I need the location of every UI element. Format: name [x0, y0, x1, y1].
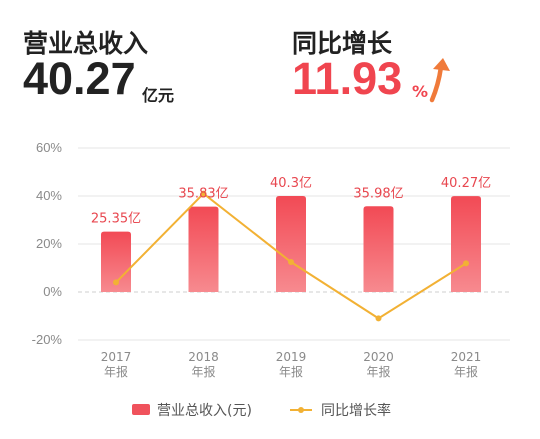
revenue-value: 40.27 — [23, 53, 136, 104]
x-tick-year: 2019 — [276, 350, 307, 364]
legend-line-label: 同比增长率 — [321, 402, 391, 419]
growth-label: 同比增长 — [292, 29, 393, 58]
x-tick-type: 年报 — [454, 364, 478, 379]
x-tick-year: 2018 — [188, 350, 219, 364]
y-tick-label: -20% — [32, 332, 63, 347]
x-tick-year: 2021 — [451, 350, 482, 364]
legend-bar-label: 营业总收入(元) — [157, 403, 252, 419]
revenue-bar — [188, 206, 219, 292]
revenue-label: 营业总收入 — [23, 29, 149, 58]
revenue-bar — [363, 206, 394, 292]
growth-rate-point — [200, 190, 207, 197]
growth-rate-point — [463, 260, 469, 267]
bar-value-label: 35.98亿 — [353, 186, 403, 201]
x-tick-type: 年报 — [279, 364, 303, 379]
revenue-bar — [101, 231, 131, 292]
growth-unit: % — [412, 82, 429, 101]
x-tick-type: 年报 — [104, 364, 128, 379]
x-tick-year: 2020 — [363, 350, 394, 364]
growth-value: 11.93 — [292, 53, 403, 104]
growth-rate-point — [288, 259, 294, 265]
up-arrow-icon — [429, 58, 450, 103]
y-tick-label: 0% — [43, 284, 62, 299]
x-tick-year: 2017 — [101, 350, 132, 364]
legend-bar-swatch — [132, 404, 150, 415]
y-tick-label: 40% — [36, 188, 62, 203]
revenue-bar — [451, 196, 481, 292]
y-tick-label: 60% — [36, 140, 62, 155]
legend-line-marker — [298, 407, 304, 413]
x-tick-type: 年报 — [366, 364, 390, 379]
bar-value-label: 40.3亿 — [270, 176, 312, 191]
growth-rate-point — [375, 315, 382, 322]
x-tick-type: 年报 — [191, 364, 215, 379]
y-tick-label: 20% — [36, 236, 62, 251]
bar-value-label: 25.35亿 — [91, 212, 141, 227]
revenue-bar — [276, 196, 306, 292]
bar-value-label: 40.27亿 — [441, 176, 491, 191]
growth-rate-point — [113, 279, 119, 286]
revenue-unit: 亿元 — [142, 86, 175, 105]
bar-value-label: 35.83亿 — [178, 187, 228, 202]
